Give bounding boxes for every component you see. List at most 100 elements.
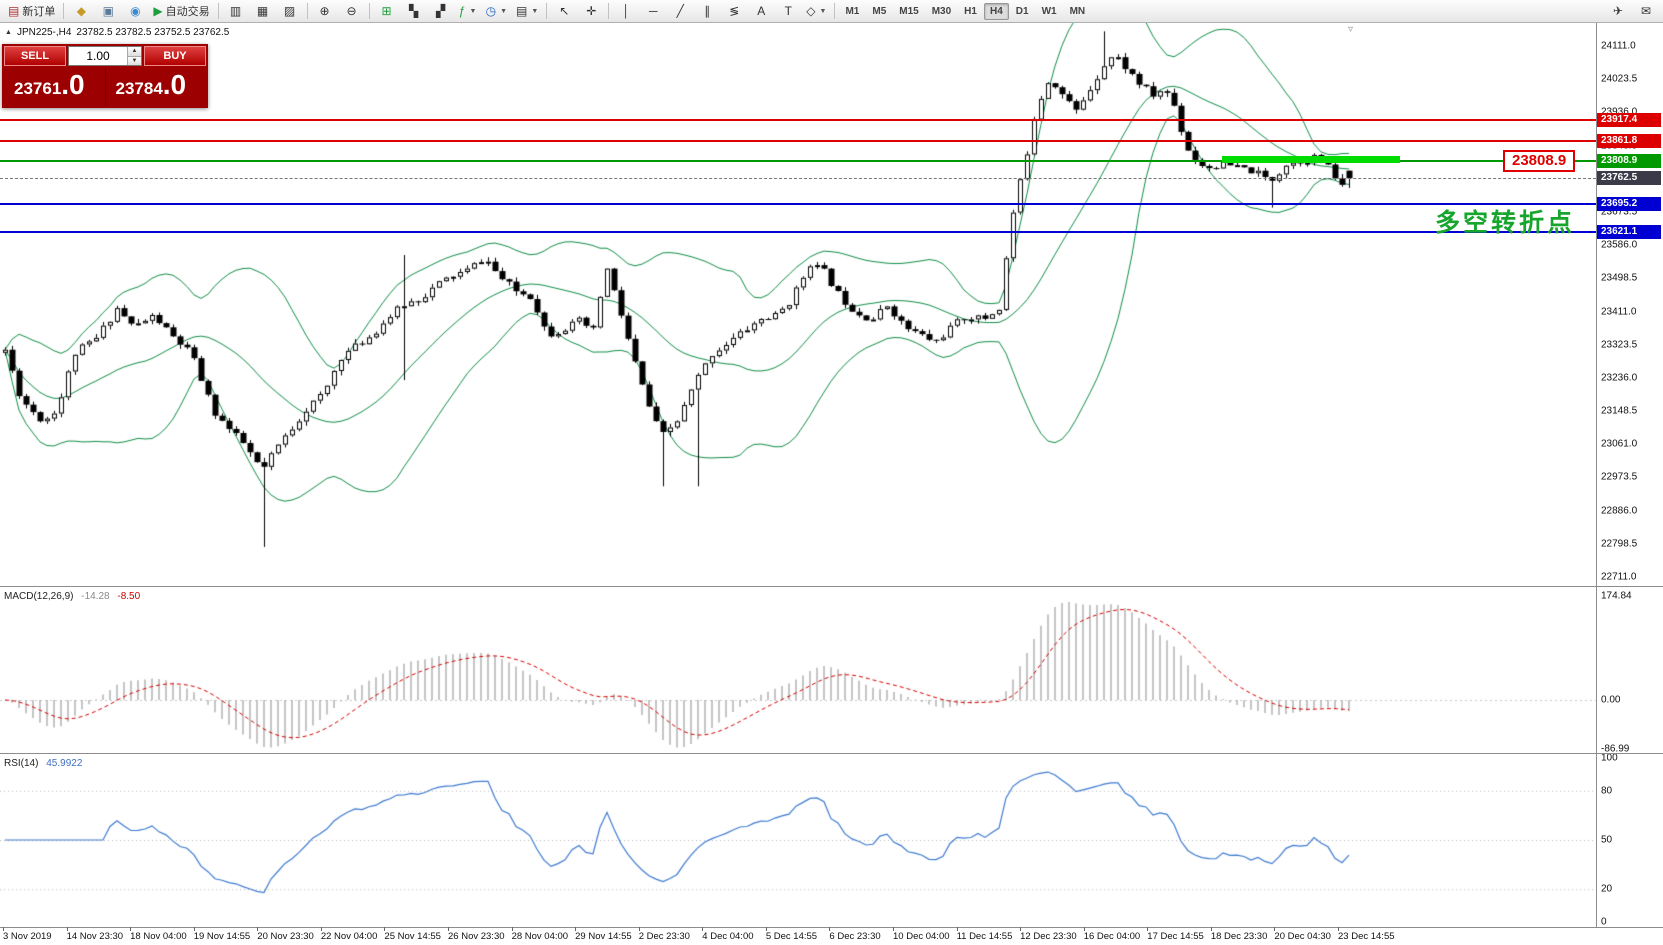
candlestick-chart-icon[interactable]: ▦ <box>250 1 276 22</box>
time-axis-label: 19 Nov 14:55 <box>193 931 251 942</box>
time-axis-tick <box>575 927 577 931</box>
new-chart-icon[interactable]: ⊞ <box>374 1 400 22</box>
line-chart-icon[interactable]: ▨ <box>277 1 303 22</box>
collapse-trade-panel-icon[interactable]: ▲ <box>5 29 12 36</box>
indicators-icon[interactable]: ƒ ▼ <box>455 1 481 22</box>
horizontal-level-line[interactable] <box>0 202 1596 205</box>
price-axis-tag: 23808.9 <box>1597 153 1661 168</box>
buy-button[interactable]: BUY <box>144 46 206 66</box>
time-axis-tick <box>765 927 767 931</box>
price-axis-label: 22798.5 <box>1601 538 1638 550</box>
price-axis-label: 23411.0 <box>1601 306 1637 317</box>
volume-down-button[interactable]: ▼ <box>128 56 141 65</box>
rsi-label: RSI(14) 45.9922 <box>4 758 82 769</box>
sell-button[interactable]: SELL <box>4 46 66 66</box>
horizontal-level-line[interactable] <box>0 139 1596 142</box>
timeframe-mn-button[interactable]: MN <box>1069 5 1086 17</box>
buy-price-main: 23784 <box>115 79 163 98</box>
horizontal-line-icon[interactable]: ─ <box>640 1 666 22</box>
timeframe-d1-button[interactable]: D1 <box>1015 5 1029 17</box>
channel-icon[interactable]: ∥ <box>694 1 720 22</box>
timeframe-m1-button[interactable]: M1 <box>845 5 860 17</box>
rsi-panel-canvas[interactable] <box>0 755 1596 926</box>
support-highlight-bar[interactable] <box>1222 155 1400 163</box>
volume-field[interactable]: 1.00 ▲ ▼ <box>68 46 142 66</box>
tile-windows-icon[interactable]: ▚ <box>401 1 427 22</box>
buy-price[interactable]: 23784 .0 <box>104 68 207 106</box>
macd-scale-label: -86.99 <box>1601 743 1630 755</box>
indicators-icon-dropdown-icon[interactable]: ▼ <box>469 7 477 15</box>
time-axis-label: 20 Dec 04:30 <box>1274 931 1331 942</box>
timeframe-m15-button[interactable]: M15 <box>899 5 919 17</box>
time-axis-label: 28 Nov 04:00 <box>511 931 569 942</box>
arrows-icon-dropdown-icon[interactable]: ▼ <box>819 7 827 15</box>
price-axis-label: 23586.0 <box>1601 239 1638 251</box>
symbol-name: JPN225-,H4 <box>16 27 72 38</box>
bar-chart-icon[interactable]: ▥ <box>223 1 249 22</box>
trendline-icon[interactable]: ╱ <box>667 1 693 22</box>
text-icon: A <box>757 4 766 18</box>
time-axis-tick <box>956 927 958 931</box>
toolbar: ▤ 新订单 ◆ ▣ ◉ ▶ 自动交易 ▥ ▦ ▨ ⊕ ⊖ ⊞ ▚ ▞ ƒ ▼ ◷ ▼ ▤ ▼ ↖ ✛ │ ─ ╱ ∥ ≶ A T ◇ ▼ M1 M… <box>0 0 1663 23</box>
macd-panel-canvas[interactable] <box>0 588 1596 753</box>
templates-icon: ▤ <box>516 4 528 18</box>
periods-icon-dropdown-icon[interactable]: ▼ <box>500 7 507 15</box>
turning-point-annotation[interactable]: 多空转折点 <box>1435 208 1576 237</box>
timeframe-h1-button[interactable]: H1 <box>964 5 977 17</box>
timeframe-m30-button[interactable]: M30 <box>931 5 952 17</box>
price-callout-label[interactable]: 23808.9 <box>1503 149 1576 172</box>
volume-value[interactable]: 1.00 <box>86 49 110 63</box>
line-chart-icon: ▨ <box>283 4 296 18</box>
arrows-icon: ◇ <box>806 4 816 18</box>
auto-trading-button[interactable]: ▶ 自动交易 <box>149 1 213 22</box>
community-icon[interactable]: ✈ <box>1605 1 1631 22</box>
fibonacci-icon[interactable]: ≶ <box>721 1 747 22</box>
volume-up-button[interactable]: ▲ <box>128 47 141 57</box>
templates-icon[interactable]: ▤ ▼ <box>512 1 542 22</box>
main-chart-canvas[interactable] <box>0 23 1596 586</box>
time-axis-tick <box>66 927 68 931</box>
text-label-icon[interactable]: T <box>775 1 801 22</box>
vertical-line-icon[interactable]: │ <box>613 1 639 22</box>
time-axis-tick <box>1083 927 1085 931</box>
time-axis-tick <box>448 927 449 931</box>
zoom-out-icon[interactable]: ⊖ <box>339 1 365 22</box>
zoom-in-icon[interactable]: ⊕ <box>312 1 338 22</box>
time-axis-tick <box>257 927 259 931</box>
horizontal-level-line[interactable] <box>0 230 1596 233</box>
price-axis-label: 23498.5 <box>1601 272 1638 284</box>
templates-icon-dropdown-icon[interactable]: ▼ <box>531 7 539 15</box>
text-icon[interactable]: A <box>748 1 774 22</box>
cascade-windows-icon[interactable]: ▞ <box>428 1 454 22</box>
periods-icon[interactable]: ◷ ▼ <box>482 1 511 22</box>
price-axis-tag: 23621.1 <box>1597 224 1661 239</box>
chat-icon[interactable]: ✉ <box>1633 1 1659 22</box>
price-axis-tag: 23861.8 <box>1597 133 1661 148</box>
price-axis-label: 24023.5 <box>1601 73 1638 85</box>
price-axis-label: 23673.5 <box>1601 206 1638 218</box>
refresh-icon[interactable]: ◉ <box>122 1 148 22</box>
crosshair-icon[interactable]: ✛ <box>578 1 604 22</box>
sell-price-main: 23761 <box>14 79 62 98</box>
timeframe-m5-button[interactable]: M5 <box>872 5 887 17</box>
toolbar-separator <box>63 3 65 19</box>
time-axis-label: 12 Dec 23:30 <box>1020 931 1077 942</box>
rsi-panel-separator[interactable] <box>0 753 1663 754</box>
timeframe-w1-button[interactable]: W1 <box>1041 5 1057 17</box>
new-order-button[interactable]: ▤ 新订单 <box>4 1 59 22</box>
horizontal-level-line[interactable] <box>0 159 1596 162</box>
bar-chart-icon: ▥ <box>229 4 242 18</box>
cursor-icon[interactable]: ↖ <box>551 1 577 22</box>
toolbar-separator <box>368 3 370 19</box>
price-axis-label: 22886.0 <box>1601 505 1638 517</box>
sell-price[interactable]: 23761 .0 <box>4 68 105 106</box>
toolbar-separator <box>834 3 836 19</box>
timeframe-h4-button[interactable]: H4 <box>983 2 1009 20</box>
horizontal-level-line[interactable] <box>0 118 1596 121</box>
arrows-icon[interactable]: ◇ ▼ <box>802 1 830 22</box>
market-watch-icon[interactable]: ◆ <box>68 1 94 22</box>
profiles-icon[interactable]: ▣ <box>95 1 121 22</box>
chart-shift-marker[interactable]: ▿ <box>1348 24 1354 35</box>
rsi-scale-label: 0 <box>1601 916 1607 928</box>
macd-panel-separator[interactable] <box>0 586 1663 587</box>
